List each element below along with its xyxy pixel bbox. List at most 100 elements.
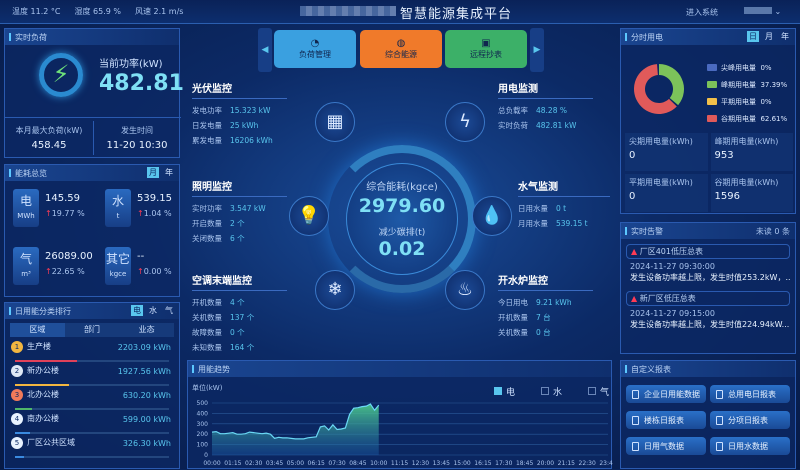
row-label: 关闭数量	[192, 234, 222, 243]
legend-pct: 0%	[760, 98, 771, 106]
x-tick-label: 06:15	[308, 460, 325, 467]
item-name: 电	[20, 194, 32, 208]
item-change: 1.04 %	[144, 209, 172, 218]
x-tick-label: 00:00	[203, 460, 220, 467]
report-button[interactable]: 日用水数据	[710, 437, 790, 455]
row-value: 4 个	[230, 298, 245, 307]
item-unit: t	[105, 212, 131, 220]
carbon-label: 减少碳排(t)	[348, 225, 456, 238]
toggle-year[interactable]: 年	[163, 167, 175, 178]
enter-system-link[interactable]: 进入系统	[686, 7, 718, 18]
lightbulb-icon: 💡	[289, 196, 329, 236]
x-tick-label: 13:45	[433, 460, 450, 467]
legend-name: 谷期用电量	[721, 114, 756, 124]
report-button[interactable]: 楼栋日报表	[626, 411, 706, 429]
user-menu[interactable]: ⌄	[744, 7, 784, 16]
y-tick-label: 200	[197, 431, 209, 438]
tab-business[interactable]: 业态	[119, 323, 174, 337]
stat-value: 953	[715, 150, 790, 161]
item-change: 0.00 %	[144, 267, 172, 276]
next-arrow-button[interactable]: ▶	[530, 28, 544, 72]
report-button[interactable]: 分项日报表	[710, 411, 790, 429]
nav-remote-meter[interactable]: ▣远程抄表	[445, 30, 527, 68]
toggle-month[interactable]: 月	[147, 167, 159, 178]
nav-load-management[interactable]: ◔负荷管理	[274, 30, 356, 68]
custom-report-panel: 自定义报表 企业日用能数据总用电日报表楼栋日报表分项日报表日用气数据日用水数据	[620, 360, 796, 469]
lightning-icon: ϟ	[445, 102, 485, 142]
row-value: 630.20 kWh	[123, 391, 171, 400]
page-title: 智慧能源集成平台	[400, 3, 512, 22]
legend-pct: 0%	[760, 64, 771, 72]
tou-donut	[629, 59, 689, 119]
x-tick-label: 15:00	[453, 460, 470, 467]
ranking-row[interactable]: 1 生产楼 2203.09 kWh	[5, 341, 179, 365]
row-value: 0 个	[230, 328, 245, 337]
x-tick-label: 10:00	[370, 460, 387, 467]
energy-value: 2979.60	[348, 195, 456, 217]
alarm-name: 厂区401低压总表	[640, 247, 703, 256]
row-label: 日发电量	[192, 121, 222, 130]
row-value: 2203.09 kWh	[118, 343, 171, 352]
item-value: 539.15	[137, 193, 172, 204]
report-button[interactable]: 日用气数据	[626, 437, 706, 455]
legend-name: 尖峰用电量	[721, 63, 756, 73]
tou-stat: 谷期用电量(kWh)1596	[711, 174, 794, 212]
x-tick-label: 20:00	[537, 460, 554, 467]
toggle-day[interactable]: 日	[747, 31, 759, 42]
rank-badge-icon: 1	[11, 341, 23, 353]
unread-count[interactable]: 未读 0 条	[756, 226, 790, 237]
prev-arrow-button[interactable]: ◀	[258, 28, 272, 72]
y-tick-label: 100	[197, 442, 209, 449]
nav-label: 综合能源	[360, 49, 442, 60]
center-readout: 综合能耗(kgce) 2979.60 减少碳排(t) 0.02	[348, 178, 456, 260]
toggle-gas[interactable]: 气	[163, 305, 175, 316]
tab-area[interactable]: 区域	[10, 323, 65, 337]
rank-badge-icon: 3	[11, 389, 23, 401]
stat-label: 平期用电量(kWh)	[629, 177, 704, 188]
row-label: 实时功率	[192, 204, 222, 213]
nav-integrated-energy[interactable]: ◍综合能源	[360, 30, 442, 68]
row-value: 3.547 kW	[230, 204, 266, 213]
toggle-year[interactable]: 年	[779, 31, 791, 42]
toggle-electric[interactable]: 电	[131, 305, 143, 316]
report-button[interactable]: 总用电日报表	[710, 385, 790, 403]
row-value: 15.323 kW	[230, 106, 270, 115]
row-label: 未知数量	[192, 343, 222, 352]
user-name-blurred	[744, 7, 772, 14]
row-label: 发电功率	[192, 106, 222, 115]
tab-department[interactable]: 部门	[65, 323, 120, 337]
donut-slice	[659, 64, 684, 105]
legend-item: 谷期用电量 62.61%	[707, 110, 787, 127]
item-unit: kgce	[105, 270, 131, 278]
x-tick-label: 11:15	[391, 460, 408, 467]
toggle-water[interactable]: 水	[147, 305, 159, 316]
report-button[interactable]: 企业日用能数据	[626, 385, 706, 403]
stat-label: 尖期用电量(kWh)	[629, 136, 704, 147]
nav-label: 远程抄表	[445, 49, 527, 60]
toggle-month[interactable]: 月	[763, 31, 775, 42]
row-name: 生产楼	[27, 342, 51, 351]
water-drop-icon: 💧	[472, 196, 512, 236]
row-value: 0 t	[556, 204, 566, 213]
row-value: 599.00 kWh	[123, 415, 171, 424]
row-bar	[15, 408, 32, 410]
x-tick-label: 17:30	[495, 460, 512, 467]
